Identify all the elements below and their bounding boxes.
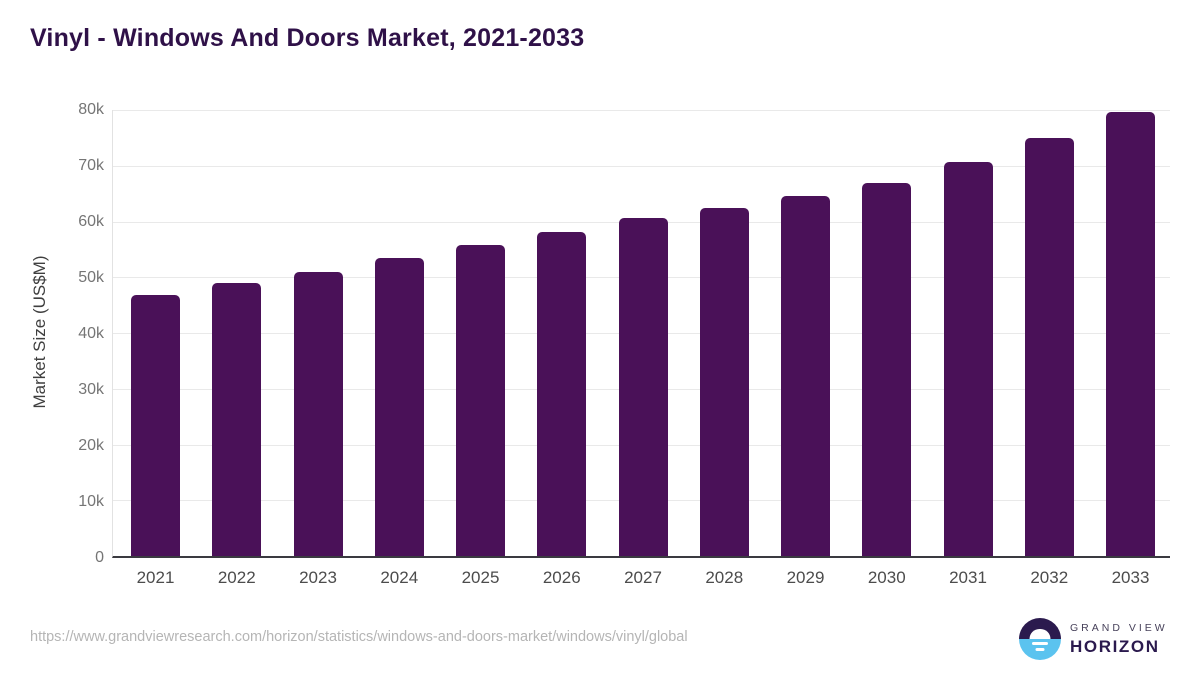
plot-area: 2021 2022 2023 2024 2025 2026 2027 2028 2029 2030… [112, 110, 1170, 587]
y-axis-ticks: 0 10k 20k 30k 40k 50k 60k 70k 80k [0, 101, 104, 566]
x-axis-label: 2027 [624, 568, 662, 587]
y-tick-label: 80k [78, 101, 104, 118]
logo-text: GRAND VIEW HORIZON [1070, 622, 1168, 657]
bar-2024[interactable] [374, 258, 424, 556]
gridline [113, 110, 1170, 111]
bar-column-2033: 2033 [1106, 110, 1155, 587]
horizon-sunrise-icon [1019, 618, 1061, 660]
y-tick-label: 40k [78, 325, 104, 342]
gridline [113, 165, 1170, 167]
x-axis-label: 2024 [380, 568, 419, 587]
bar-column-2028: 2028 [699, 110, 749, 587]
reflection-line [1035, 648, 1045, 651]
bar-2026[interactable] [537, 231, 587, 556]
bar-column-2030: 2030 [862, 110, 912, 587]
x-axis-label: 2025 [461, 568, 500, 587]
bar-2029[interactable] [781, 195, 830, 556]
x-axis-label: 2032 [1030, 568, 1069, 587]
y-tick-label: 60k [78, 213, 104, 230]
bar-2031[interactable] [943, 162, 993, 556]
y-tick-label: 30k [78, 381, 104, 398]
logo-text-grand-view: GRAND VIEW [1070, 621, 1168, 634]
bar-column-2023: 2023 [293, 110, 343, 587]
y-tick-label: 70k [78, 157, 104, 174]
grand-view-horizon-logo: GRAND VIEW HORIZON [1019, 618, 1168, 660]
bars-row: 2021 2022 2023 2024 2025 2026 2027 2028 2029 2030… [113, 110, 1170, 587]
bar-column-2029: 2029 [781, 110, 830, 587]
x-axis-label: 2030 [867, 568, 906, 587]
bar-2030[interactable] [862, 183, 912, 556]
y-tick-label: 0 [95, 549, 104, 566]
bar-2033[interactable] [1106, 111, 1155, 556]
x-axis-label: 2033 [1111, 568, 1150, 587]
bar-column-2025: 2025 [456, 110, 505, 587]
bar-column-2024: 2024 [374, 110, 424, 587]
bar-2028[interactable] [699, 208, 749, 556]
x-axis-label: 2021 [136, 568, 175, 587]
bar-2021[interactable] [131, 294, 180, 556]
bar-column-2026: 2026 [537, 110, 587, 587]
x-axis-label: 2031 [949, 568, 987, 587]
x-axis-label: 2023 [299, 568, 337, 587]
bar-2025[interactable] [456, 245, 505, 556]
bar-column-2022: 2022 [212, 110, 262, 587]
bar-column-2021: 2021 [131, 110, 180, 587]
bar-2032[interactable] [1024, 137, 1074, 556]
x-axis-label: 2029 [786, 568, 825, 587]
y-tick-label: 10k [78, 493, 104, 510]
bar-2027[interactable] [618, 218, 668, 556]
x-axis-label: 2028 [705, 568, 744, 587]
bar-column-2027: 2027 [618, 110, 668, 587]
bar-column-2031: 2031 [943, 110, 993, 587]
logo-text-horizon: HORIZON [1070, 636, 1160, 656]
sun-shape [1029, 629, 1051, 639]
bar-2023[interactable] [293, 271, 343, 556]
bar-2022[interactable] [212, 283, 262, 556]
y-tick-label: 20k [78, 437, 104, 454]
source-url: https://www.grandviewresearch.com/horizo… [30, 629, 688, 645]
bar-column-2032: 2032 [1024, 110, 1074, 587]
x-axis-label: 2022 [217, 568, 256, 587]
reflection-line [1032, 642, 1048, 645]
y-tick-label: 50k [78, 269, 104, 286]
chart-title: Vinyl - Windows And Doors Market, 2021-2… [30, 24, 585, 52]
x-axis-label: 2026 [542, 568, 581, 587]
